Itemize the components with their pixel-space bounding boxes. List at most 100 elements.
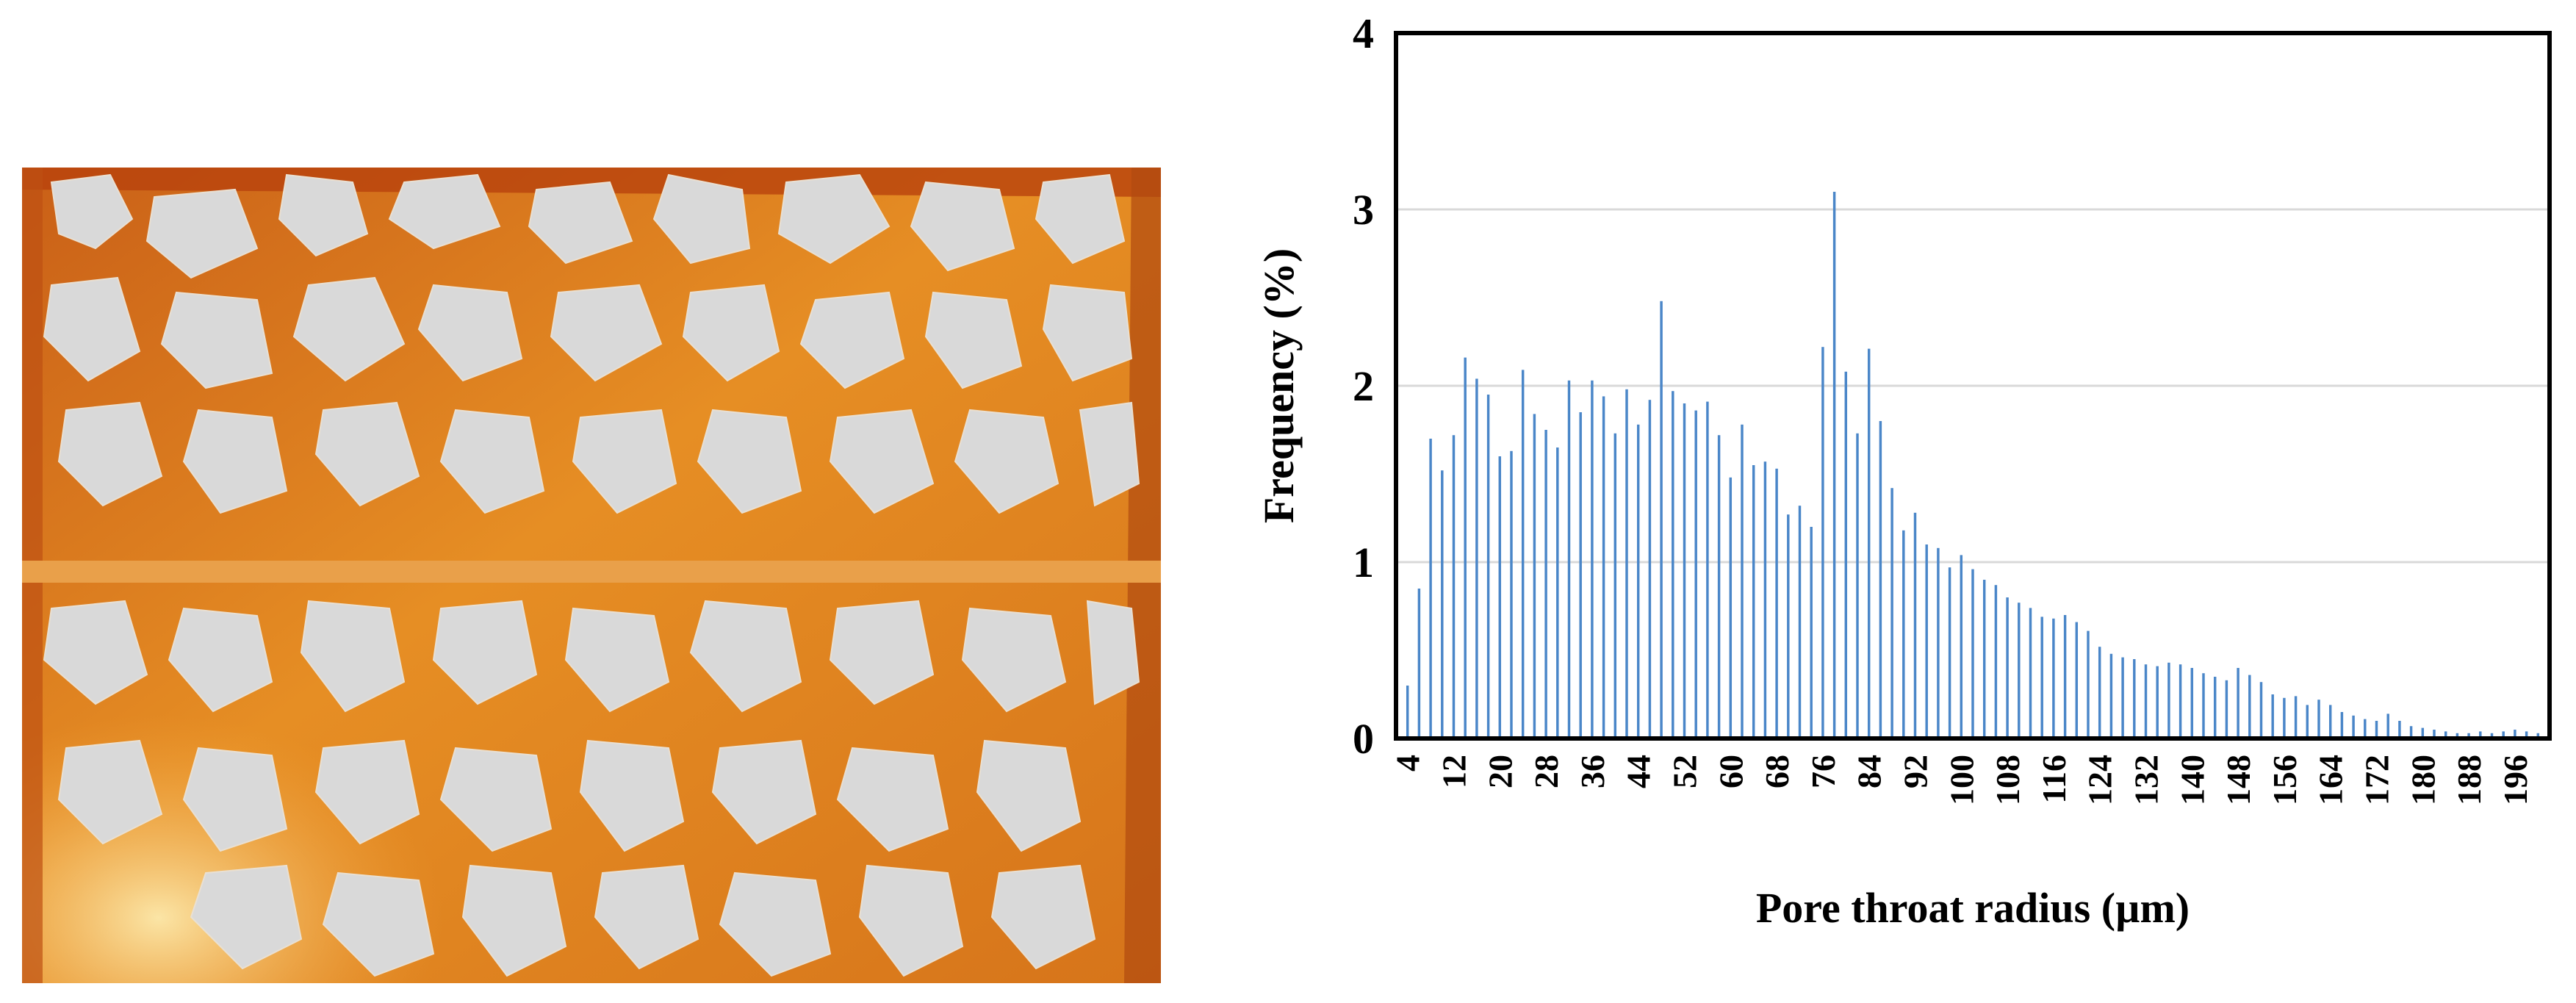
x-tick-label: 100	[1943, 755, 1980, 805]
x-axis-ticks: 4 12 20 28 36 44 52 60 68 76 84 92 100 108 116 124 132 14…	[1389, 755, 2534, 805]
x-tick-label: 196	[2497, 755, 2534, 805]
bar	[2421, 727, 2425, 738]
grain	[1079, 401, 1140, 507]
bar	[1890, 488, 1893, 738]
bar	[1798, 506, 1802, 738]
grain	[439, 747, 553, 852]
grain	[57, 739, 163, 845]
y-axis-label: Frequency (%)	[1255, 248, 1303, 523]
grains	[43, 173, 1140, 977]
micrograph-svg	[22, 168, 1161, 983]
grain	[314, 739, 420, 845]
bar	[1856, 433, 1859, 738]
bar	[2202, 673, 2205, 738]
bar	[2109, 653, 2113, 738]
bar	[2075, 622, 2079, 738]
bar	[1867, 348, 1871, 739]
x-tick-label: 124	[2082, 755, 2119, 805]
bar	[1844, 371, 1848, 738]
bar	[2237, 668, 2239, 738]
bar	[1683, 403, 1686, 738]
bar	[2271, 694, 2274, 738]
bar	[2294, 696, 2298, 738]
bar	[2006, 597, 2009, 738]
bar	[1648, 400, 1652, 738]
x-tick-label: 12	[1436, 755, 1473, 788]
grain	[579, 739, 685, 852]
bar	[2306, 705, 2309, 738]
grain	[777, 173, 891, 265]
bar	[1510, 450, 1513, 738]
bar	[1763, 461, 1767, 738]
bar	[1729, 477, 1733, 738]
x-tick-label: 36	[1574, 755, 1611, 788]
bar	[2536, 733, 2540, 738]
bar	[1971, 569, 1974, 738]
x-tick-label: 44	[1620, 755, 1658, 788]
bar	[1417, 589, 1421, 738]
y-tick-label: 2	[1353, 362, 1374, 410]
bar	[1613, 433, 1617, 738]
grain	[976, 739, 1082, 852]
grain	[990, 864, 1096, 970]
grain	[719, 871, 832, 977]
grain	[50, 173, 134, 250]
bar	[2213, 677, 2217, 738]
bar	[2444, 731, 2447, 738]
grain	[292, 276, 406, 382]
grain	[829, 600, 935, 705]
x-tick-label: 20	[1481, 755, 1519, 788]
x-tick-label: 108	[1989, 755, 2026, 805]
grain	[160, 291, 273, 389]
x-axis-label: Pore throat radius (µm)	[1756, 884, 2190, 932]
bar	[2052, 618, 2055, 738]
bar	[2018, 603, 2021, 738]
bar	[1475, 378, 1478, 738]
x-tick-label: 132	[2128, 755, 2165, 805]
bar	[2364, 719, 2367, 738]
scan-seam-line	[22, 561, 1161, 583]
grain	[564, 607, 670, 713]
grain	[829, 409, 935, 514]
bar	[2340, 712, 2344, 738]
x-tick-label: 172	[2359, 755, 2396, 805]
bar	[1672, 391, 1674, 738]
bar	[1925, 544, 1928, 738]
bar	[2398, 721, 2401, 738]
bar	[1579, 412, 1582, 738]
bar	[2133, 659, 2136, 738]
x-tick-label: 28	[1528, 755, 1565, 788]
gridlines	[1396, 208, 2550, 564]
y-tick-label: 0	[1353, 715, 1374, 763]
x-tick-label: 188	[2450, 755, 2488, 805]
grain	[1042, 284, 1133, 382]
grain	[43, 600, 148, 705]
y-axis-ticks: 0 1 2 3 4	[1353, 10, 1374, 763]
x-tick-label: 76	[1805, 755, 1842, 788]
bar	[1521, 370, 1525, 738]
grain	[300, 600, 406, 713]
bar	[1902, 530, 1905, 738]
grain	[954, 409, 1059, 514]
bar	[1982, 580, 1986, 738]
bar	[1486, 395, 1490, 738]
bar	[2490, 733, 2494, 738]
bar	[1694, 410, 1697, 738]
bar	[2456, 733, 2459, 738]
bar	[2514, 730, 2516, 738]
x-tick-label: 4	[1389, 755, 1427, 772]
x-tick-label: 60	[1712, 755, 1749, 788]
grain	[439, 409, 545, 514]
x-tick-label: 180	[2404, 755, 2442, 805]
x-tick-label: 140	[2173, 755, 2211, 805]
bar	[1544, 430, 1547, 738]
bar	[1429, 439, 1432, 738]
grain	[388, 173, 501, 250]
plot-frame	[1394, 31, 2552, 741]
grain	[836, 747, 949, 852]
grain	[550, 284, 663, 382]
grain	[682, 284, 780, 382]
x-tick-label: 92	[1897, 755, 1935, 788]
